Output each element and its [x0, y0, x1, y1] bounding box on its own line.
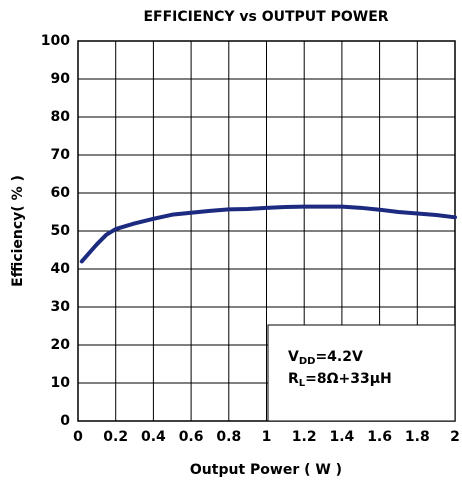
- x-tick-label: 2: [450, 429, 460, 445]
- y-axis-label: Efficiency( % ): [10, 175, 26, 287]
- annotation-box: [267, 324, 456, 422]
- x-tick-label: 0.8: [216, 429, 241, 445]
- x-tick-label: 1.8: [405, 429, 430, 445]
- y-tick-label: 100: [41, 33, 70, 49]
- y-tick-label: 0: [60, 413, 70, 429]
- plot-frame: [77, 40, 456, 422]
- x-tick-label: 0.6: [179, 429, 204, 445]
- annotation: VDD=4.2V: [288, 349, 363, 367]
- chart-title: EFFICIENCY vs OUTPUT POWER: [143, 9, 388, 25]
- annotation-part: R: [288, 371, 299, 387]
- x-tick-label: 1: [262, 429, 272, 445]
- y-tick-label: 60: [51, 185, 71, 201]
- x-tick-label: 0: [73, 429, 83, 445]
- y-tick-label: 50: [51, 223, 71, 239]
- annotation-part: L: [299, 378, 306, 389]
- annotation-part: =4.2V: [315, 349, 363, 365]
- x-tick-label: 1.2: [292, 429, 317, 445]
- y-tick-label: 40: [51, 261, 71, 277]
- y-tick-label: 30: [51, 299, 71, 315]
- y-tick-label: 70: [51, 147, 71, 163]
- y-tick-label: 20: [51, 337, 71, 353]
- y-tick-label: 80: [51, 109, 71, 125]
- annotation-part: V: [288, 349, 299, 365]
- x-tick-label: 0.4: [141, 429, 166, 445]
- x-tick-label: 0.2: [103, 429, 128, 445]
- y-tick-label: 10: [51, 375, 71, 391]
- x-tick-label: 1.4: [329, 429, 354, 445]
- data-line: [79, 204, 457, 264]
- x-tick-label: 1.6: [367, 429, 392, 445]
- annotation-part: =8Ω+33µH: [305, 371, 392, 387]
- annotation-part: DD: [299, 356, 316, 367]
- annotation: RL=8Ω+33µH: [288, 371, 392, 389]
- y-tick-label: 90: [51, 71, 71, 87]
- x-axis-label: Output Power ( W ): [190, 462, 342, 478]
